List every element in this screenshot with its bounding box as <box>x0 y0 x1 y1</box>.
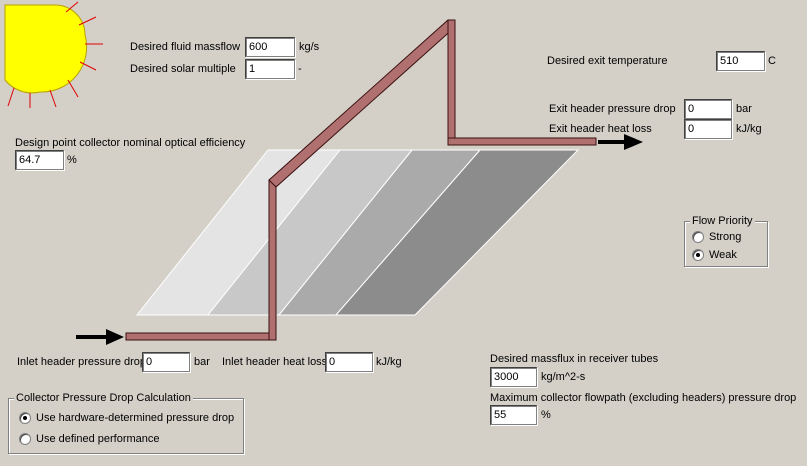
exit-temp-label: Desired exit temperature <box>547 55 668 67</box>
inlet-header-hl-label: Inlet header heat loss <box>222 356 328 368</box>
collector-row-4 <box>334 149 580 316</box>
inlet-header-pipe <box>125 332 277 341</box>
mass-flow-input[interactable] <box>245 37 295 57</box>
optical-eff-label: Design point collector nominal optical e… <box>15 137 246 149</box>
exit-temp-input[interactable] <box>716 51 765 71</box>
flow-priority-weak-option[interactable]: Weak <box>692 249 737 261</box>
pressure-calc-hardware-radio[interactable] <box>19 412 31 424</box>
pressure-calc-hardware-option[interactable]: Use hardware-determined pressure drop <box>19 412 234 424</box>
max-dp-label: Maximum collector flowpath (excluding he… <box>490 392 797 404</box>
inlet-header-dp-label: Inlet header pressure drop <box>17 356 147 368</box>
flow-priority-strong-option[interactable]: Strong <box>692 231 741 243</box>
pressure-calc-hardware-label: Use hardware-determined pressure drop <box>36 412 235 424</box>
flow-priority-title: Flow Priority <box>690 215 755 228</box>
pressure-calc-title: Collector Pressure Drop Calculation <box>14 392 193 405</box>
mass-flow-label: Desired fluid massflow <box>130 41 241 53</box>
riser-pipe-2 <box>447 19 456 146</box>
flow-priority-weak-label: Weak <box>709 249 737 261</box>
optical-eff-unit: % <box>67 154 77 166</box>
inlet-header-dp-input[interactable] <box>142 352 190 372</box>
pressure-calc-group <box>8 398 244 454</box>
exit-header-hl-unit: kJ/kg <box>736 123 762 135</box>
exit-header-dp-unit: bar <box>736 103 752 115</box>
exit-header-hl-input[interactable] <box>684 119 732 139</box>
pressure-calc-defined-radio[interactable] <box>19 433 31 445</box>
riser-pipe-1 <box>268 179 277 341</box>
massflux-label: Desired massflux in receiver tubes <box>490 353 659 365</box>
inlet-header-hl-input[interactable] <box>325 352 373 372</box>
max-dp-unit: % <box>541 409 551 421</box>
outlet-arrow-icon <box>598 134 643 150</box>
sun-icon <box>4 1 103 108</box>
solar-multiple-input[interactable] <box>245 59 295 79</box>
max-dp-input[interactable] <box>490 405 537 425</box>
flow-priority-weak-radio[interactable] <box>692 249 704 261</box>
massflux-input[interactable] <box>490 367 537 387</box>
inlet-arrow-icon <box>76 329 124 345</box>
flow-priority-strong-label: Strong <box>709 231 742 243</box>
exit-header-hl-label: Exit header heat loss <box>549 123 652 135</box>
pressure-calc-defined-label: Use defined performance <box>36 433 160 445</box>
inlet-header-hl-unit: kJ/kg <box>376 356 402 368</box>
collector-rows <box>135 149 580 316</box>
optical-eff-input[interactable] <box>15 150 64 170</box>
exit-header-dp-label: Exit header pressure drop <box>549 103 676 115</box>
solar-multiple-label: Desired solar multiple <box>130 63 236 75</box>
solar-multiple-unit: - <box>298 63 302 75</box>
exit-temp-unit: C <box>768 55 776 67</box>
massflux-unit: kg/m^2-s <box>541 371 586 383</box>
mass-flow-unit: kg/s <box>299 41 320 53</box>
flow-priority-strong-radio[interactable] <box>692 231 704 243</box>
outlet-header-pipe <box>447 137 597 146</box>
header-pipes <box>125 19 597 341</box>
exit-header-dp-input[interactable] <box>684 99 732 119</box>
pressure-calc-defined-option[interactable]: Use defined performance <box>19 433 160 445</box>
inlet-header-dp-unit: bar <box>194 356 210 368</box>
